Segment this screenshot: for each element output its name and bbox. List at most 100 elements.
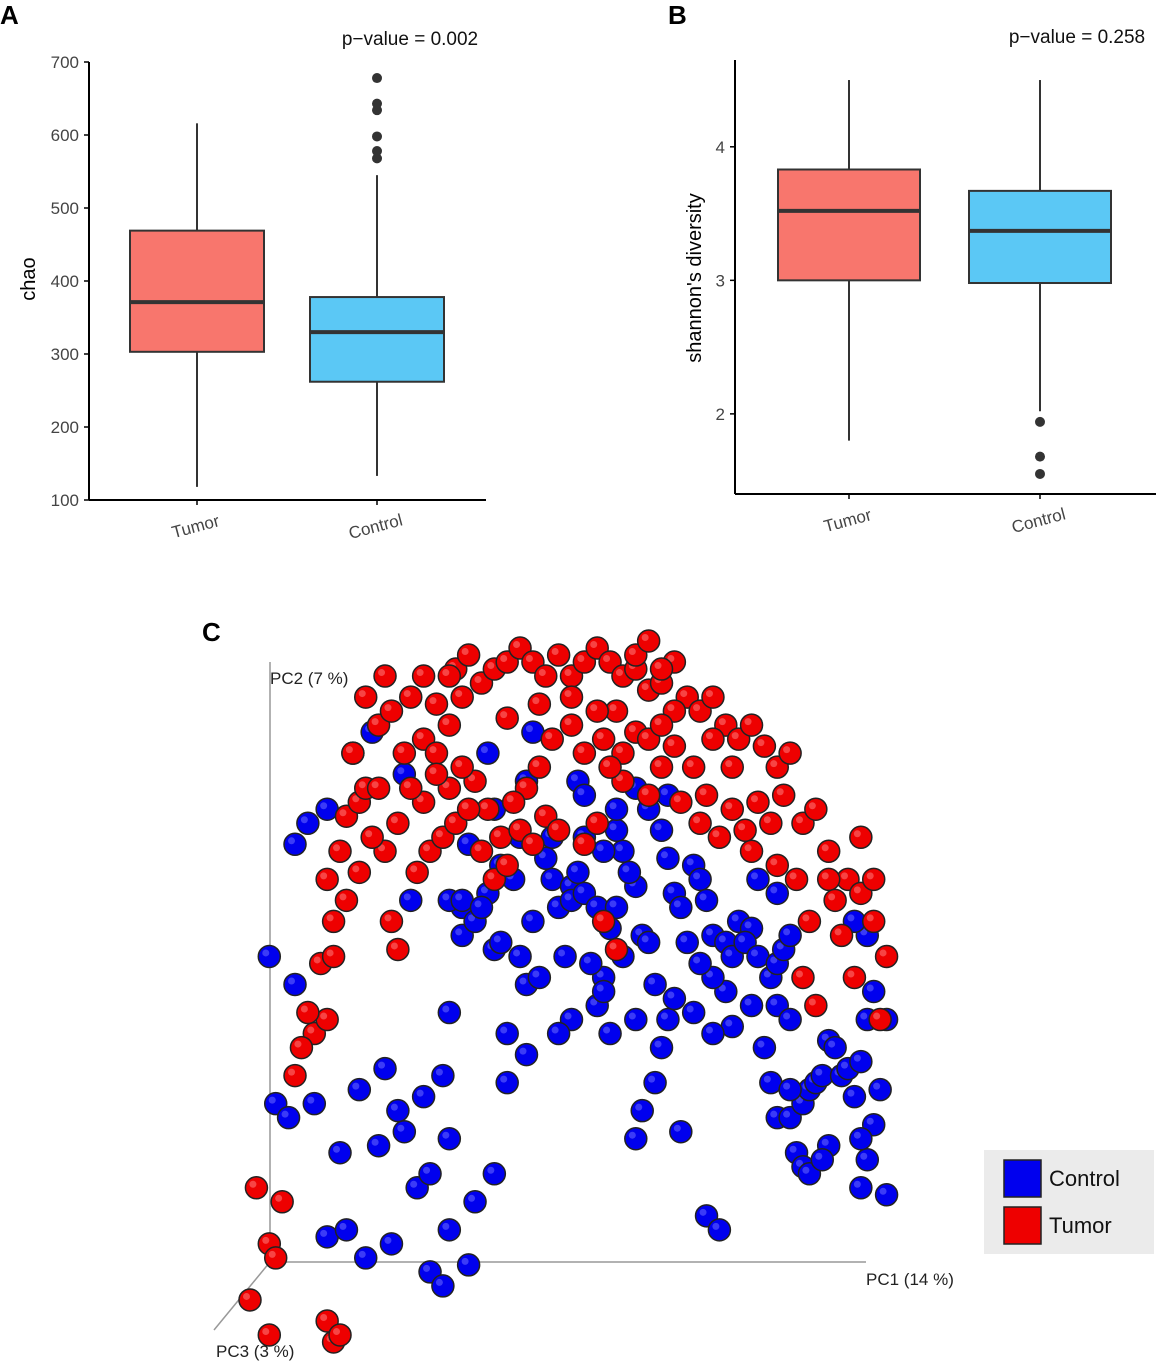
tumor-point — [636, 629, 661, 653]
tumor-point-highlight — [442, 669, 450, 677]
tumor-point — [546, 643, 571, 667]
tumor-point — [778, 741, 802, 765]
tumor-point-highlight — [628, 648, 636, 656]
tumor-point-highlight — [699, 788, 707, 796]
tumor-point-highlight — [249, 1180, 257, 1188]
control-point — [636, 930, 661, 955]
tumor-point-highlight — [243, 1292, 250, 1300]
b-xtick-label: Control — [1010, 504, 1068, 537]
tumor-point — [591, 909, 616, 934]
tumor-point — [874, 944, 899, 969]
control-point-highlight — [815, 1152, 823, 1160]
control-point — [572, 783, 597, 807]
control-point — [823, 1035, 847, 1060]
tumor-point-highlight — [609, 942, 617, 950]
control-point-highlight — [705, 928, 713, 936]
control-point-highlight — [455, 893, 463, 901]
tumor-point-highlight — [371, 718, 379, 726]
control-point — [656, 846, 680, 871]
tumor-point-highlight — [487, 662, 495, 670]
tumor-point — [861, 867, 886, 892]
tumor-point — [328, 1323, 352, 1347]
control-point — [842, 1084, 867, 1109]
tumor-point — [321, 909, 346, 934]
control-point-highlight — [853, 1180, 861, 1188]
control-point-highlight — [281, 1110, 289, 1118]
control-point-highlight — [493, 935, 501, 943]
tumor-point — [746, 790, 770, 814]
tumor-point — [720, 755, 744, 779]
tumor-point — [392, 741, 417, 765]
control-point — [347, 1077, 372, 1102]
control-point-highlight — [615, 844, 623, 852]
tumor-point-highlight — [326, 949, 334, 957]
control-point-highlight — [410, 1180, 418, 1188]
tumor-point — [585, 811, 609, 836]
control-point-highlight — [519, 1047, 527, 1055]
tumor-point-highlight — [513, 823, 521, 831]
tumor-point-highlight — [603, 760, 611, 768]
tumor-point-highlight — [744, 844, 752, 852]
tumor-point — [540, 727, 564, 751]
control-point-highlight — [738, 935, 746, 943]
legend-swatch-control — [1003, 1159, 1042, 1198]
a-control-box — [309, 296, 445, 383]
tumor-point-highlight — [641, 683, 649, 691]
b-control-outlier — [1035, 416, 1045, 427]
control-point-highlight — [705, 1026, 713, 1034]
tumor-point — [495, 706, 519, 730]
control-point — [302, 1091, 327, 1116]
tumor-point-highlight — [545, 732, 553, 740]
tumor-point-highlight — [435, 830, 443, 838]
tumor-point-highlight — [834, 928, 842, 936]
tumor-point-highlight — [789, 872, 797, 880]
tumor-point — [829, 923, 854, 948]
control-point-highlight — [455, 928, 463, 936]
tumor-point-highlight — [461, 648, 469, 656]
control-point-highlight — [435, 1278, 443, 1286]
control-point — [675, 930, 699, 955]
a-xtick-label: Control — [347, 510, 405, 543]
a-ytick-label: 600 — [51, 126, 79, 145]
control-point — [849, 1176, 873, 1200]
control-point — [379, 1232, 404, 1256]
tumor-point — [662, 734, 687, 758]
tumor-point — [257, 1323, 282, 1347]
tumor-point-highlight — [693, 816, 701, 824]
control-point-highlight — [480, 746, 488, 754]
tumor-point-highlight — [641, 634, 649, 641]
tumor-point-highlight — [712, 830, 720, 838]
tumor-point-highlight — [320, 1012, 328, 1020]
control-point-highlight — [847, 914, 855, 922]
b-ytick-label: 4 — [716, 138, 725, 157]
tumor-point — [739, 839, 764, 864]
control-point-highlight — [873, 1082, 881, 1090]
tumor-point — [296, 1000, 320, 1025]
control-point — [694, 888, 719, 913]
control-point-highlight — [686, 1005, 694, 1013]
control-point-highlight — [660, 788, 668, 796]
control-point-highlight — [435, 1068, 443, 1076]
control-point — [707, 1218, 732, 1242]
tumor-point-highlight — [378, 669, 386, 677]
control-point — [334, 1218, 359, 1242]
control-point — [431, 1063, 455, 1088]
control-point — [482, 1162, 507, 1186]
tumor-point — [733, 818, 757, 843]
tumor-point-highlight — [776, 788, 784, 796]
control-point-highlight — [660, 1012, 668, 1020]
control-point — [328, 1140, 352, 1165]
control-point-highlight — [609, 900, 617, 908]
tumor-point-highlight — [551, 648, 559, 656]
tumor-point — [823, 888, 847, 913]
tumor-point-highlight — [763, 816, 771, 824]
control-point — [431, 1274, 455, 1298]
control-point — [476, 741, 500, 765]
tumor-point-highlight — [307, 1026, 315, 1034]
tumor-point-highlight — [866, 914, 874, 922]
tumor-point-highlight — [429, 746, 437, 754]
tumor-point — [771, 783, 796, 807]
tumor-point-highlight — [705, 732, 713, 740]
tumor-point-highlight — [609, 704, 617, 712]
tumor-point-highlight — [371, 781, 379, 789]
